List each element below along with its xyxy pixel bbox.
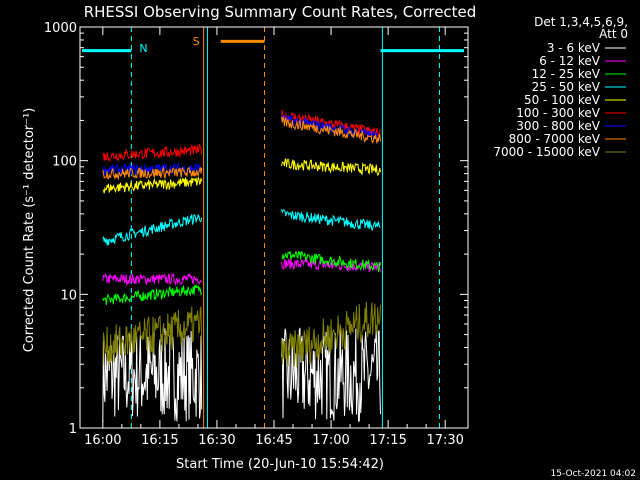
series-3-6-keV-line — [102, 328, 203, 422]
series-50-100-keV-line — [102, 176, 203, 194]
night-marker-label: N — [139, 42, 147, 55]
series-6-12-keV-line — [102, 272, 203, 287]
legend-entry-label: 100 - 300 keV — [516, 106, 600, 120]
series-800-7000-keV-line — [102, 165, 203, 181]
series-12-25-keV-line — [281, 250, 381, 273]
series-100-300-keV-line — [281, 110, 381, 138]
series-7000-15000-keV-line — [281, 301, 381, 368]
footer-timestamp: 15-Oct-2021 04:02 — [551, 469, 636, 479]
x-tick-label: 16:30 — [198, 433, 235, 448]
chart-title: RHESSI Observing Summary Count Rates, Co… — [84, 3, 477, 21]
series-25-50-keV-line — [102, 214, 203, 246]
legend-entry-label: 6 - 12 keV — [539, 54, 601, 68]
series-300-800-keV-line — [102, 162, 202, 177]
legend-entry-label: 800 - 7000 keV — [509, 132, 601, 146]
series-25-50-keV-line — [281, 208, 381, 231]
series-7000-15000-keV-line — [102, 305, 203, 366]
series-100-300-keV-line — [102, 143, 203, 163]
series-3-6-keV-line — [281, 327, 381, 422]
series-12-25-keV-line — [102, 283, 203, 305]
x-tick-label: 17:30 — [426, 433, 463, 448]
y-tick-label: 1 — [69, 422, 77, 437]
legend-header: Det 1,3,4,5,6,9, — [534, 15, 628, 29]
legend-entry-label: 12 - 25 keV — [532, 67, 601, 81]
y-tick-label: 100 — [52, 155, 77, 170]
series-50-100-keV-line — [281, 157, 381, 176]
series-layer — [102, 110, 381, 422]
legend-entry-label: 300 - 800 keV — [516, 119, 600, 133]
x-axis-label: Start Time (20-Jun-10 15:54:42) — [176, 457, 384, 472]
legend-entry-label: 50 - 100 keV — [524, 93, 601, 107]
x-tick-label: 16:15 — [141, 433, 178, 448]
x-tick-label: 17:00 — [312, 433, 349, 448]
legend-header: Att 0 — [599, 27, 628, 41]
series-300-800-keV-line — [281, 114, 381, 144]
x-tick-label: 17:15 — [369, 433, 406, 448]
x-tick-label: 16:00 — [84, 433, 121, 448]
y-tick-label: 10 — [60, 288, 77, 303]
legend-entry-label: 25 - 50 keV — [532, 80, 601, 94]
x-tick-label: 16:45 — [255, 433, 292, 448]
series-800-7000-keV-line — [281, 116, 381, 144]
y-tick-label: 1000 — [44, 21, 77, 36]
saa-marker-label: S — [193, 35, 200, 48]
legend-entry-label: 3 - 6 keV — [547, 41, 601, 55]
marker-layer: NS — [82, 27, 464, 428]
y-axis-label: Corrected Count Rate (s⁻¹ detector⁻¹) — [22, 108, 37, 353]
legend-entry-label: 7000 - 15000 keV — [493, 145, 600, 159]
axes-frame: 16:00 16:15 16:30 16:45 17:00 17:15 17:30 1 10 10… — [44, 21, 469, 448]
